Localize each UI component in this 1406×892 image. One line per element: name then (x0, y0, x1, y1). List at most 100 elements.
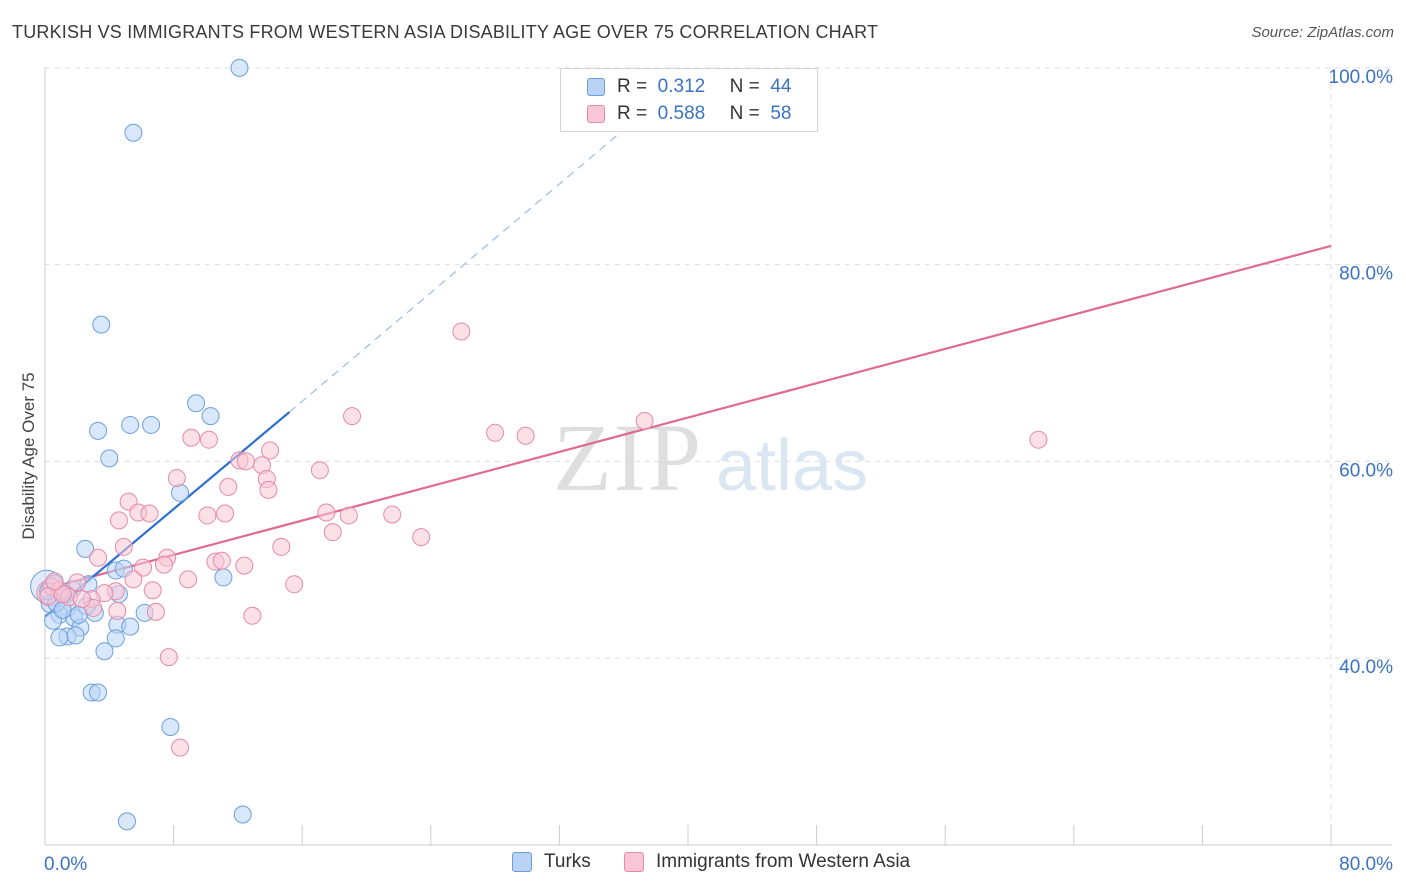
turks-point (100, 449, 119, 468)
source-label: Source: ZipAtlas.com (1251, 24, 1394, 41)
series-legend: Turks Immigrants from Western Asia (0, 851, 1406, 879)
n-value-turks: 44 (770, 76, 792, 97)
legend-row-western-asia: R = 0.588 N = 58 (587, 101, 791, 127)
correlation-legend: R = 0.312 N = 44 R = 0.588 N = 58 (560, 68, 818, 132)
axes (44, 68, 1392, 846)
western-asia-legend-swatch-icon (624, 852, 644, 872)
western-asia-point (114, 537, 133, 556)
western-asia-point (285, 575, 304, 594)
turks-trend-line-extension (288, 122, 633, 413)
y-tick-label: 40.0% (1339, 657, 1393, 678)
turks-point (50, 628, 69, 647)
y-axis-label: Disability Age Over 75 (19, 372, 38, 539)
western-asia-point (72, 590, 91, 609)
watermark-zip: ZIP (553, 404, 703, 511)
western-asia-point (45, 572, 64, 591)
legend-label-turks: Turks (544, 851, 591, 872)
n-label: N = (729, 103, 760, 124)
turks-swatch-icon (587, 78, 605, 96)
western-asia-point (159, 648, 178, 667)
n-label: N = (729, 76, 760, 97)
turks-point (92, 315, 111, 334)
turks-point (187, 394, 206, 413)
western-asia-point (243, 606, 262, 625)
legend-item-western-asia[interactable]: Immigrants from Western Asia (624, 851, 910, 873)
western-asia-point (452, 322, 471, 341)
watermark: ZIP atlas (553, 404, 868, 511)
turks-point (117, 812, 136, 831)
x-tick-label: 80.0% (1339, 854, 1393, 875)
western-asia-point (1029, 430, 1048, 449)
western-asia-point (171, 738, 190, 757)
y-tick-label: 60.0% (1339, 460, 1393, 481)
r-label: R = (617, 103, 648, 124)
western-asia-point (167, 469, 186, 488)
western-asia-point (261, 441, 280, 460)
western-asia-point (323, 523, 342, 542)
western-asia-point (179, 570, 198, 589)
western-asia-point (412, 528, 431, 547)
western-asia-point (272, 537, 291, 556)
legend-label-western-asia: Immigrants from Western Asia (656, 851, 911, 872)
western-asia-point (198, 506, 217, 525)
turks-point (106, 629, 125, 648)
western-asia-point (199, 430, 218, 449)
western-asia-point (124, 570, 143, 589)
western-asia-point (216, 504, 235, 523)
western-asia-point (182, 428, 201, 447)
western-asia-point (343, 407, 362, 426)
turks-point (171, 483, 190, 502)
western-asia-point (134, 558, 153, 577)
y-tick-label: 80.0% (1339, 264, 1393, 285)
legend-item-turks[interactable]: Turks (512, 851, 591, 873)
turks-point (121, 617, 140, 636)
western-asia-point (310, 461, 329, 480)
turks-point (201, 407, 220, 426)
turks-point (124, 123, 143, 142)
western-asia-point (635, 412, 654, 431)
turks-point (89, 683, 108, 702)
western-asia-point (108, 601, 127, 620)
trend-lines (44, 122, 1332, 618)
western-asia-point (68, 573, 87, 592)
western-asia-point (212, 551, 231, 570)
turks-legend-swatch-icon (512, 852, 532, 872)
watermark-atlas: atlas (716, 426, 868, 506)
x-tick-label: 0.0% (44, 854, 87, 875)
r-value-western-asia: 0.588 (657, 103, 706, 124)
chart-title: TURKISH VS IMMIGRANTS FROM WESTERN ASIA … (12, 22, 879, 42)
western-asia-swatch-icon (587, 105, 605, 123)
western-asia-point (317, 503, 336, 522)
western-asia-point (109, 511, 128, 530)
western-asia-point (146, 602, 165, 621)
western-asia-point (143, 581, 162, 600)
turks-point (76, 539, 95, 558)
western-asia-point (89, 548, 108, 567)
turks-point (142, 415, 161, 434)
turks-point (121, 415, 140, 434)
turks-point (233, 805, 252, 824)
data-points (30, 58, 1048, 831)
turks-point (95, 642, 114, 661)
western-asia-point (219, 477, 238, 496)
western-asia-point (236, 452, 255, 471)
turks-point (66, 626, 85, 645)
turks-point (230, 58, 249, 77)
turks-point (89, 421, 108, 440)
western-asia-trend-line (44, 244, 1332, 591)
western-asia-point (259, 480, 278, 499)
western-asia-point (53, 585, 72, 604)
western-asia-point (339, 506, 358, 525)
n-value-western-asia: 58 (770, 103, 792, 124)
r-label: R = (617, 76, 648, 97)
r-value-turks: 0.312 (657, 76, 706, 97)
western-asia-point (154, 555, 173, 574)
turks-point (161, 717, 180, 736)
tick-labels: 40.0% 60.0% 80.0% 100.0% 0.0% 80.0% (44, 67, 1393, 875)
y-tick-label: 100.0% (1329, 67, 1394, 88)
legend-row-turks: R = 0.312 N = 44 (587, 74, 791, 100)
turks-point (214, 568, 233, 587)
western-asia-point (140, 504, 159, 523)
western-asia-point (486, 423, 505, 442)
